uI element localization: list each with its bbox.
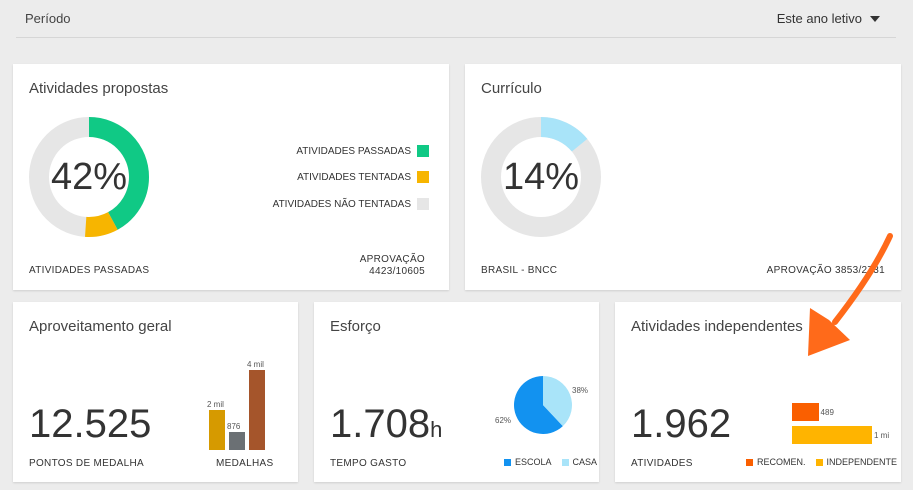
independent-bar bbox=[792, 426, 872, 444]
legend-swatch-recommended bbox=[746, 458, 753, 466]
period-bar: Período Este ano letivo bbox=[16, 0, 896, 38]
independent-bar-label: 1 mi bbox=[874, 431, 890, 440]
bottom-caption: BRASIL - BNCC bbox=[481, 265, 558, 276]
legend-recommended: RECOMEN. bbox=[757, 457, 806, 467]
card-effort[interactable]: Esforço 1.708h TEMPO GASTO 62% 38% ESCOL… bbox=[314, 302, 599, 482]
proposed-donut: 42% bbox=[29, 117, 149, 237]
time-spent-caption: TEMPO GASTO bbox=[330, 458, 407, 469]
card-proposed-activities[interactable]: Atividades propostas 42% ATIVIDADES PASS… bbox=[13, 64, 449, 290]
medal-bar-label: 2 mil bbox=[207, 400, 224, 409]
medal-bar-label: 4 mil bbox=[247, 360, 264, 369]
bottom-caption: ATIVIDADES PASSADAS bbox=[29, 265, 150, 276]
card-title: Esforço bbox=[330, 318, 381, 335]
pie-label-home: 38% bbox=[572, 386, 589, 395]
caret-down-icon bbox=[870, 15, 880, 22]
card-curriculum[interactable]: Currículo 14% BRASIL - BNCC APROVAÇÃO 38… bbox=[465, 64, 901, 290]
legend-home: CASA bbox=[572, 457, 598, 467]
card-title: Currículo bbox=[481, 80, 542, 97]
medal-bar bbox=[229, 432, 245, 450]
approval-value: 4423/10605 bbox=[369, 266, 425, 277]
card-independent[interactable]: Atividades independentes 1.962 ATIVIDADE… bbox=[615, 302, 901, 482]
independent-caption: ATIVIDADES bbox=[631, 458, 693, 469]
donut-segment-value bbox=[481, 117, 601, 237]
legend-passed: ATIVIDADES PASSADAS bbox=[296, 145, 429, 157]
curriculum-donut: 14% bbox=[481, 117, 601, 237]
donut-percent: 42% bbox=[50, 155, 128, 198]
medals-bar-chart: 2 mil 876 4 mil bbox=[207, 360, 279, 450]
donut-chart bbox=[29, 117, 149, 237]
legend-label: ATIVIDADES PASSADAS bbox=[296, 145, 411, 157]
time-unit: h bbox=[430, 417, 443, 442]
medal-bar-label: 876 bbox=[227, 422, 241, 432]
card-title: Atividades propostas bbox=[29, 80, 169, 97]
legend-label: ATIVIDADES TENTADAS bbox=[297, 171, 411, 183]
donut-segment-attempted bbox=[29, 117, 149, 237]
legend-swatch-green bbox=[417, 145, 429, 157]
card-title: Atividades independentes bbox=[631, 318, 803, 335]
donut-chart bbox=[481, 117, 601, 237]
pie-label-school: 62% bbox=[495, 416, 512, 425]
approval-label: APROVAÇÃO bbox=[359, 254, 425, 265]
legend-school: ESCOLA bbox=[515, 457, 552, 467]
medal-bar bbox=[249, 370, 265, 450]
legend-swatch-yellow bbox=[417, 171, 429, 183]
medals-caption: MEDALHAS bbox=[216, 458, 274, 469]
donut-percent: 14% bbox=[502, 155, 580, 198]
effort-legend: ESCOLA CASA bbox=[504, 457, 597, 467]
card-overall[interactable]: Aproveitamento geral 12.525 PONTOS DE ME… bbox=[13, 302, 298, 482]
approval-value: APROVAÇÃO 3853/2731 bbox=[766, 265, 885, 276]
approval-block: APROVAÇÃO 4423/10605 bbox=[360, 254, 425, 278]
medal-points-value: 12.525 bbox=[29, 402, 152, 446]
legend-swatch-home bbox=[561, 458, 569, 466]
legend-independent: INDEPENDENTE bbox=[826, 457, 898, 467]
effort-pie-chart bbox=[514, 376, 572, 434]
medal-points-caption: PONTOS DE MEDALHA bbox=[29, 458, 144, 469]
time-spent-value: 1.708h bbox=[330, 402, 442, 447]
pie-slice-school bbox=[514, 376, 563, 434]
independent-bar-chart: 489 1 mi bbox=[792, 403, 892, 449]
legend-attempted: ATIVIDADES TENTADAS bbox=[297, 171, 429, 183]
period-value: Este ano letivo bbox=[776, 11, 862, 26]
period-dropdown[interactable]: Este ano letivo bbox=[777, 11, 880, 26]
independent-value: 1.962 bbox=[631, 402, 732, 446]
independent-legend: RECOMEN. INDEPENDENTE bbox=[746, 457, 897, 467]
donut-segment-passed bbox=[29, 117, 149, 237]
pie-slice-home bbox=[543, 376, 572, 427]
independent-bar-label: 489 bbox=[820, 408, 834, 417]
legend-swatch-grey bbox=[417, 198, 429, 210]
card-title: Aproveitamento geral bbox=[29, 318, 172, 335]
legend-label: ATIVIDADES NÃO TENTADAS bbox=[272, 198, 411, 210]
period-label: Período bbox=[25, 11, 71, 26]
medal-bar bbox=[209, 410, 225, 450]
independent-bar bbox=[792, 403, 819, 421]
legend-swatch-school bbox=[504, 458, 511, 466]
time-spent-number: 1.708 bbox=[330, 402, 431, 446]
legend-swatch-independent bbox=[815, 458, 823, 466]
legend-not-attempted: ATIVIDADES NÃO TENTADAS bbox=[273, 198, 429, 210]
